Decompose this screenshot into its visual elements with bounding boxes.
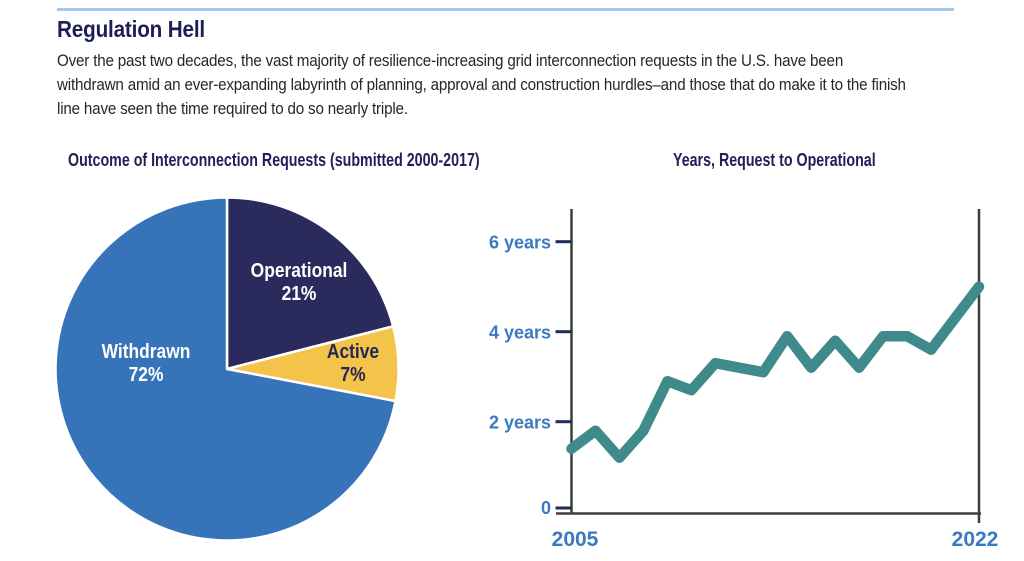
pie-label-operational-name: Operational: [250, 260, 348, 282]
pie-slice-withdrawn: [54, 196, 397, 542]
pie-label-withdrawn-pct: 72%: [128, 364, 164, 386]
page-title: Regulation Hell: [57, 16, 205, 42]
pie-label-operational-pct: 21%: [281, 283, 317, 305]
ytick-label-6years: 6 years: [489, 233, 551, 253]
pie-slice-operational: [225, 196, 395, 371]
pie-chart-title: Outcome of Interconnection Requests (sub…: [68, 149, 480, 170]
ytick-label-4years: 4 years: [489, 323, 551, 343]
pie-svg: [54, 196, 400, 542]
accent-rule: [57, 8, 954, 11]
description-line-3: line have seen the time required to do s…: [57, 100, 408, 118]
pie-chart: Operational 21% Active 7% Withdrawn 72%: [54, 196, 400, 542]
xtick-label-2022: 2022: [952, 528, 999, 551]
pie-label-active: Active 7%: [327, 341, 379, 387]
trend-polyline: [566, 281, 985, 463]
xtick-label-2005: 2005: [552, 528, 599, 551]
page-description: Over the past two decades, the vast majo…: [57, 49, 906, 121]
line-svg: 6 years 4 years 2 years 0 2005 2022: [489, 209, 999, 551]
ytick-label-2years: 2 years: [489, 413, 551, 433]
pie-label-withdrawn-name: Withdrawn: [101, 341, 191, 363]
pie-label-active-name: Active: [326, 341, 380, 363]
pie-label-active-pct: 7%: [340, 364, 366, 386]
description-line-1: Over the past two decades, the vast majo…: [57, 52, 844, 70]
line-chart: 6 years 4 years 2 years 0 2005 2022: [480, 190, 1024, 561]
line-chart-title: Years, Request to Operational: [673, 149, 876, 170]
description-line-2: withdrawn amid an ever-expanding labyrin…: [57, 76, 906, 94]
pie-label-operational: Operational 21%: [251, 260, 348, 306]
pie-label-withdrawn: Withdrawn 72%: [102, 341, 191, 387]
ytick-label-0: 0: [541, 498, 551, 518]
